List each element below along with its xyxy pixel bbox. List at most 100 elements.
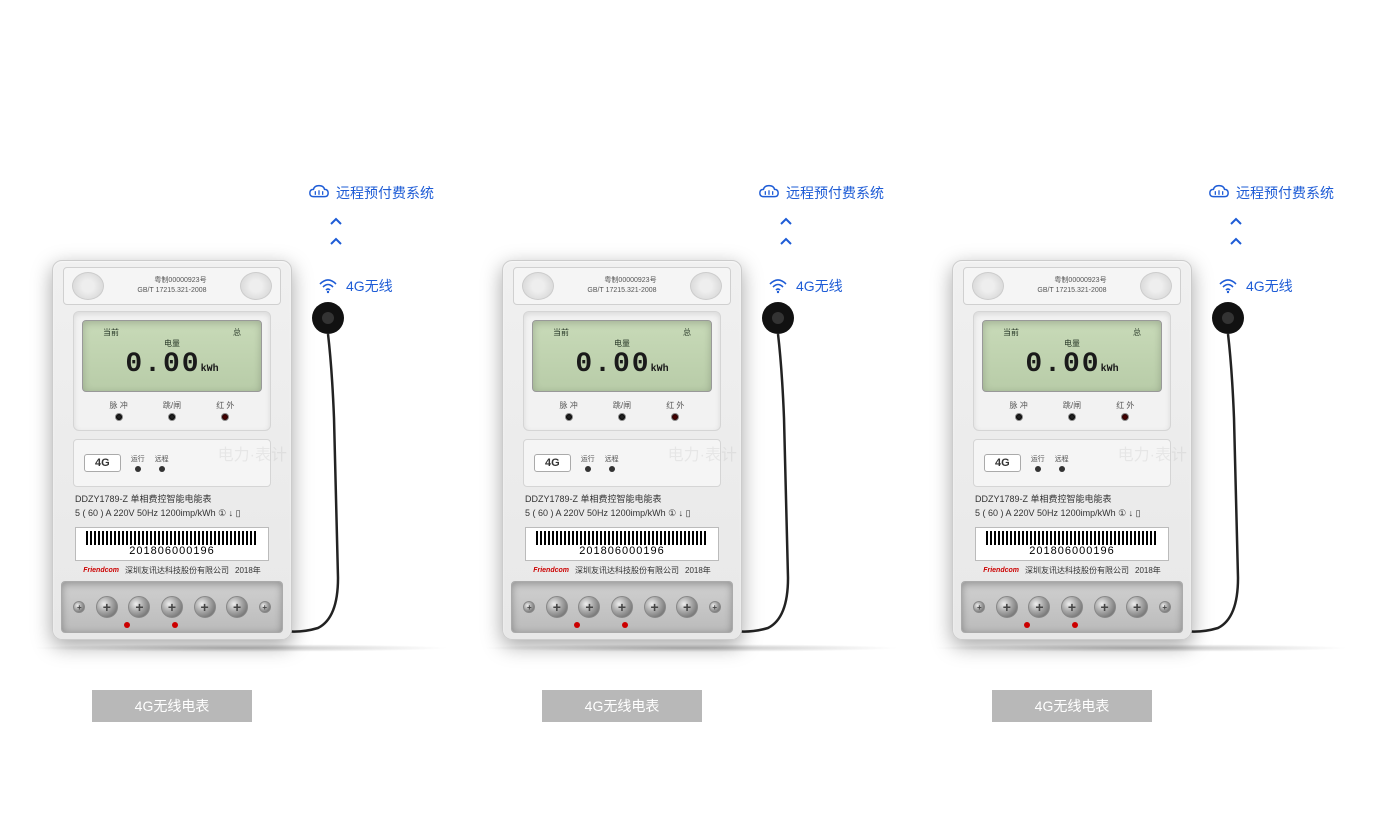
barcode-number: 201806000196 — [129, 545, 214, 557]
lcd-label-center: 电量 — [541, 338, 703, 349]
company-row: Friendcom 深圳友讯达科技股份有限公司 2018年 — [525, 565, 719, 576]
year: 2018年 — [235, 565, 261, 576]
meter-caption: 4G无线电表 — [992, 690, 1152, 722]
electricity-meter: 粤制00000923号 GB/T 17215.321-2008 当前 总 电量 … — [502, 260, 742, 640]
module-led-dot-icon — [585, 466, 591, 472]
indicator-2: 红 外 — [666, 400, 684, 421]
screw-small-icon — [709, 601, 721, 613]
spec-text: DDZY1789-Z 单相费控智能电能表 5 ( 60 ) A 220V 50H… — [975, 493, 1169, 520]
module-led-1: 远程 — [1055, 454, 1069, 472]
screw-icon — [194, 596, 216, 618]
chevron-up-icon — [780, 232, 792, 240]
lcd-frame: 当前 总 电量 0.00kWh 脉 冲 跳/闸 — [523, 311, 721, 431]
indicator-0: 脉 冲 — [1010, 400, 1028, 421]
module-block: 4G 运行 远程 — [973, 439, 1171, 487]
company-name: 深圳友讯达科技股份有限公司 — [125, 565, 229, 576]
antenna-icon — [1188, 298, 1288, 638]
indicator-0: 脉 冲 — [110, 400, 128, 421]
chevron-up-icon — [780, 212, 792, 220]
lcd-screen: 当前 总 电量 0.00kWh — [982, 320, 1162, 392]
indicator-1: 跳/闸 — [163, 400, 181, 421]
indicator-row: 脉 冲 跳/闸 红 外 — [532, 400, 712, 421]
screw-icon — [1094, 596, 1116, 618]
cloud-icon — [1208, 184, 1230, 202]
lcd-label-left: 当前 — [1003, 327, 1019, 338]
barcode-lines-icon — [536, 531, 709, 545]
cloud-system-label: 远程预付费系统 — [1208, 183, 1334, 203]
header-code: 粤制00000923号 — [1037, 276, 1106, 286]
spec-line: 5 ( 60 ) A 220V 50Hz 1200imp/kWh ① ↓ ▯ — [525, 507, 719, 521]
barcode: 201806000196 — [975, 527, 1169, 561]
module-led-dot-icon — [609, 466, 615, 472]
meter-group-0: 远程预付费系统 4G无线 粤制00000923号 GB/T 17215.321-… — [40, 0, 440, 825]
wireless-label: 4G无线 — [346, 276, 393, 296]
electricity-meter: 粤制00000923号 GB/T 17215.321-2008 当前 总 电量 … — [952, 260, 1192, 640]
lcd-label-left: 当前 — [103, 327, 119, 338]
seal-left — [522, 272, 554, 300]
screw-small-icon — [259, 601, 271, 613]
shadow — [30, 644, 450, 652]
terminal-block — [961, 581, 1183, 633]
indicator-1: 跳/闸 — [613, 400, 631, 421]
meter-header: 粤制00000923号 GB/T 17215.321-2008 — [63, 267, 281, 305]
shadow — [480, 644, 900, 652]
screw-icon — [128, 596, 150, 618]
indicator-1: 跳/闸 — [1063, 400, 1081, 421]
barcode-lines-icon — [86, 531, 259, 545]
company-name: 深圳友讯达科技股份有限公司 — [575, 565, 679, 576]
screw-icon — [1126, 596, 1148, 618]
cloud-system-label: 远程预付费系统 — [758, 183, 884, 203]
year: 2018年 — [685, 565, 711, 576]
wireless-label: 4G无线 — [796, 276, 843, 296]
header-standard: GB/T 17215.321-2008 — [137, 286, 206, 296]
header-code: 粤制00000923号 — [137, 276, 206, 286]
indicator-row: 脉 冲 跳/闸 红 外 — [82, 400, 262, 421]
module-led-0: 运行 — [581, 454, 595, 472]
led-dot-icon — [565, 413, 573, 421]
screw-icon — [996, 596, 1018, 618]
meter-group-1: 远程预付费系统 4G无线 粤制00000923号 GB/T 17215.321-… — [490, 0, 890, 825]
lcd-screen: 当前 总 电量 0.00kWh — [532, 320, 712, 392]
screw-icon — [1028, 596, 1050, 618]
seal-right — [240, 272, 272, 300]
brand-logo: Friendcom — [533, 567, 569, 574]
year: 2018年 — [1135, 565, 1161, 576]
cloud-system-text: 远程预付费系统 — [336, 183, 434, 203]
lcd-label-center: 电量 — [91, 338, 253, 349]
chevron-up-icon — [330, 212, 342, 220]
lcd-screen: 当前 总 电量 0.00kWh — [82, 320, 262, 392]
meter-group-2: 远程预付费系统 4G无线 粤制00000923号 GB/T 17215.321-… — [940, 0, 1340, 825]
lcd-reading: 0.00kWh — [91, 351, 253, 379]
indicator-row: 脉 冲 跳/闸 红 外 — [982, 400, 1162, 421]
screw-icon — [1061, 596, 1083, 618]
red-dot-icon — [1072, 622, 1078, 628]
led-dot-icon — [618, 413, 626, 421]
spec-line: 5 ( 60 ) A 220V 50Hz 1200imp/kWh ① ↓ ▯ — [75, 507, 269, 521]
screw-icon — [578, 596, 600, 618]
header-code: 粤制00000923号 — [587, 276, 656, 286]
company-row: Friendcom 深圳友讯达科技股份有限公司 2018年 — [75, 565, 269, 576]
barcode-number: 201806000196 — [1029, 545, 1114, 557]
electricity-meter: 粤制00000923号 GB/T 17215.321-2008 当前 总 电量 … — [52, 260, 292, 640]
led-dot-icon — [168, 413, 176, 421]
cloud-system-label: 远程预付费系统 — [308, 183, 434, 203]
screw-icon — [546, 596, 568, 618]
module-led-dot-icon — [1035, 466, 1041, 472]
cloud-icon — [758, 184, 780, 202]
barcode: 201806000196 — [75, 527, 269, 561]
led-dot-icon — [1068, 413, 1076, 421]
module-led-dot-icon — [1059, 466, 1065, 472]
model-line: DDZY1789-Z 单相费控智能电能表 — [975, 493, 1169, 507]
seal-right — [1140, 272, 1172, 300]
terminal-block — [511, 581, 733, 633]
terminal-block — [61, 581, 283, 633]
screw-small-icon — [1159, 601, 1171, 613]
model-line: DDZY1789-Z 单相费控智能电能表 — [75, 493, 269, 507]
lcd-reading: 0.00kWh — [541, 351, 703, 379]
red-dot-icon — [124, 622, 130, 628]
model-line: DDZY1789-Z 单相费控智能电能表 — [525, 493, 719, 507]
meter-caption: 4G无线电表 — [92, 690, 252, 722]
chevron-up-icon — [1230, 212, 1242, 220]
module-led-0: 运行 — [131, 454, 145, 472]
led-dot-icon — [115, 413, 123, 421]
